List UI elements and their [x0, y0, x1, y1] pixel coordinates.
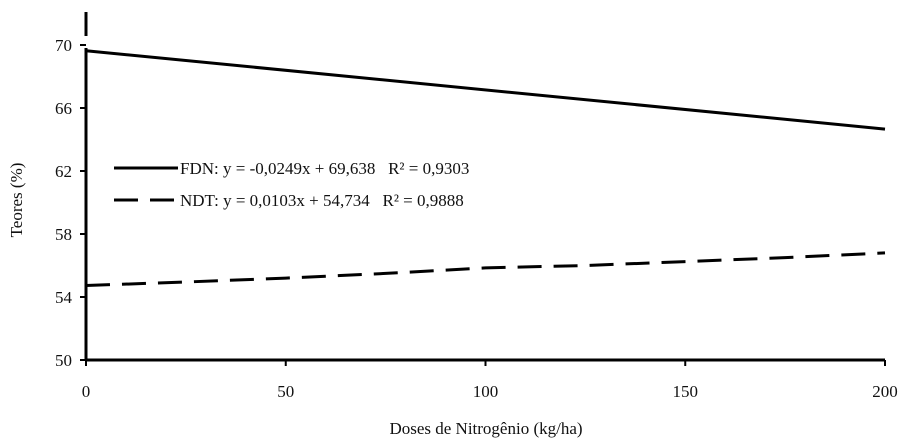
y-tick-label: 58: [55, 225, 72, 244]
x-axis-title: Doses de Nitrogênio (kg/ha): [389, 419, 582, 438]
legend-label-fdn: FDN: y = -0,0249x + 69,638 R² = 0,9303: [180, 159, 469, 178]
y-tick-label: 66: [55, 99, 72, 118]
y-tick-label: 70: [55, 36, 72, 55]
x-tick-label: 50: [277, 382, 294, 401]
x-tick-label: 200: [872, 382, 898, 401]
axes: [84, 12, 885, 362]
series-line-ndt: [85, 251, 886, 287]
y-tick-label: 54: [55, 288, 73, 307]
series-layer: [85, 49, 886, 287]
y-axis-title: Teores (%): [7, 163, 26, 238]
legend: FDN: y = -0,0249x + 69,638 R² = 0,9303 ND…: [114, 159, 469, 210]
y-axis-ticks: 50 54 58 62 66 70: [55, 36, 86, 370]
series-line-fdn: [85, 49, 886, 131]
x-tick-label: 150: [673, 382, 699, 401]
legend-label-ndt: NDT: y = 0,0103x + 54,734 R² = 0,9888: [180, 191, 464, 210]
y-tick-label: 62: [55, 162, 72, 181]
x-tick-label: 100: [473, 382, 499, 401]
x-axis-ticks: 0 50 100 150 200: [82, 360, 898, 401]
y-tick-label: 50: [55, 351, 72, 370]
x-tick-label: 0: [82, 382, 91, 401]
